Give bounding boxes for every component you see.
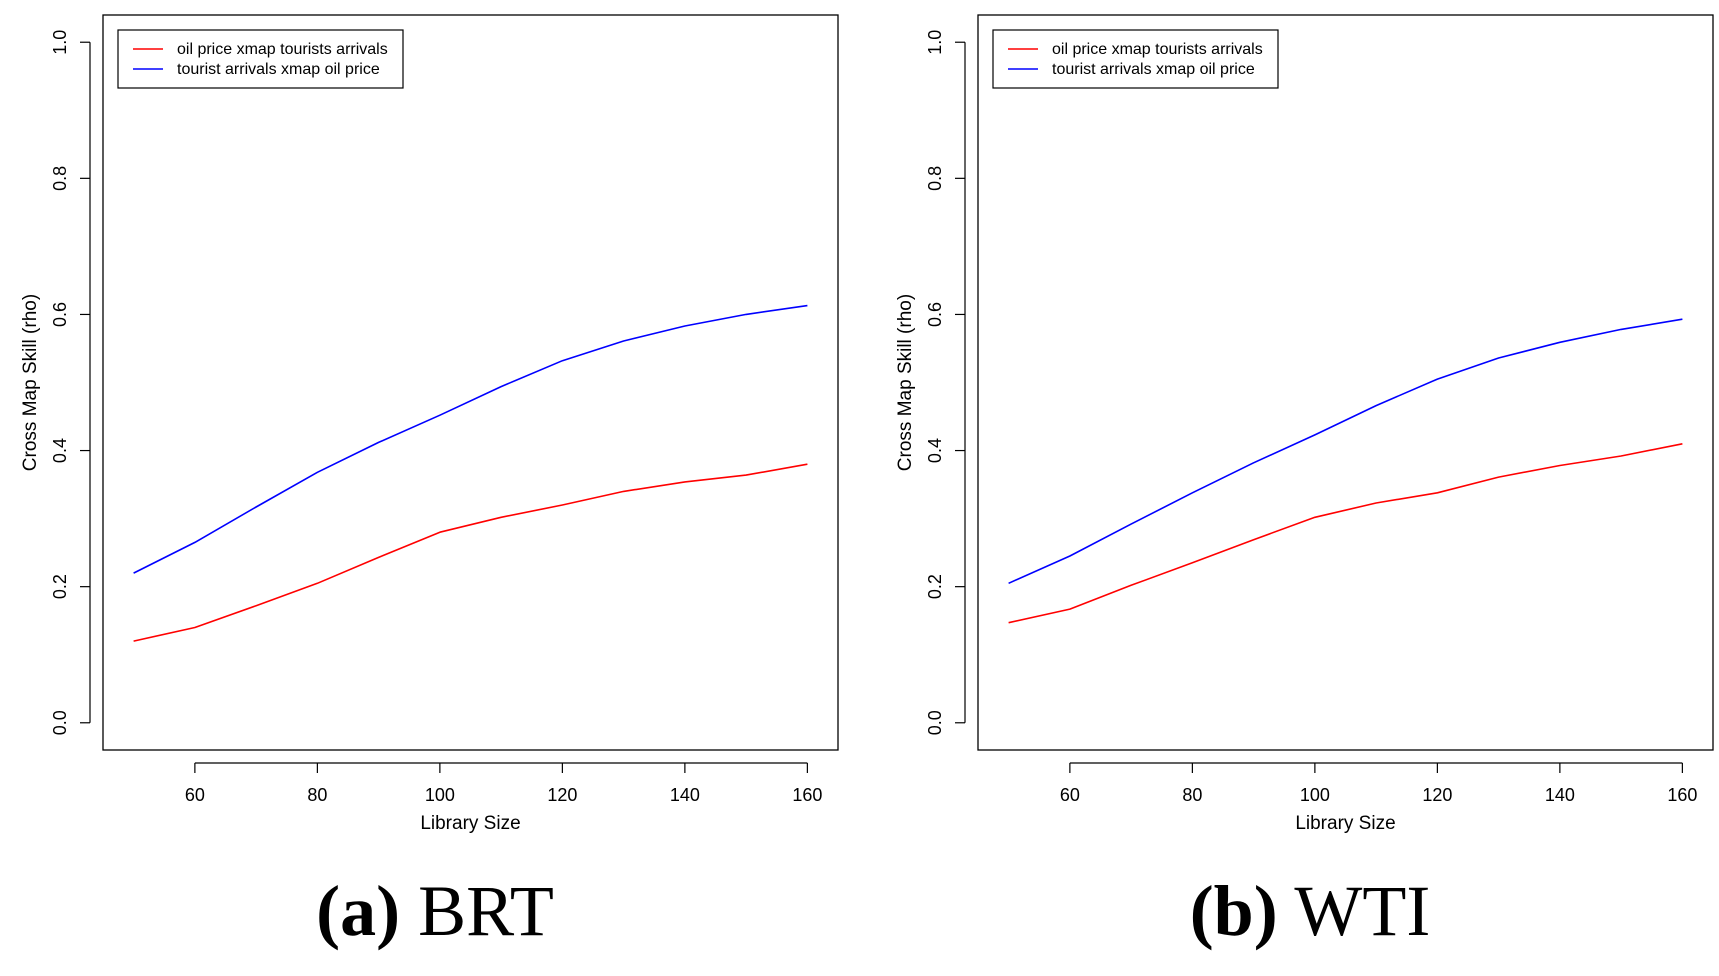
chart-b-plot-frame [977,14,1714,751]
chart-a-x-tick-label-120: 120 [547,785,577,805]
chart-b-x-tick-label-160: 160 [1667,785,1697,805]
chart-b-x-axis-label: Library Size [1295,813,1395,834]
chart-b-legend-box [992,29,1279,89]
chart-a-x-tick-label-60: 60 [185,785,205,805]
chart-a-legend-box [117,29,404,89]
chart-panel-b: 60 80 100 120 140 160 0.0 0.2 0.4 0.6 0.8 1.0 Librar… [875,0,1719,976]
chart-b-x-tick-label-100: 100 [1300,785,1330,805]
chart-a-y-tick-label-3: 0.6 [50,302,70,327]
chart-a-y-tick-label-5: 1.0 [50,30,70,55]
chart-b-x-tick-label-120: 120 [1422,785,1452,805]
chart-a-legend-label-0: oil price xmap tourists arrivals [177,41,388,58]
caption-b: (b) WTI [875,870,1719,970]
chart-a-y-tick-label-4: 0.8 [50,166,70,191]
chart-b-series-line-1 [1008,318,1683,585]
chart-a-plot-frame [102,14,839,751]
chart-b-y-tick-label-2: 0.4 [925,438,945,463]
caption-b-text: WTI [1294,871,1431,951]
chart-b-legend-label-1: tourist arrivals xmap oil price [1052,61,1255,78]
caption-a-text: BRT [418,871,554,951]
chart-panel-a: 60 80 100 120 140 160 0.0 0.2 0.4 0.6 0.8 1.0 Librar… [0,14,870,970]
chart-a-y-tick-label-2: 0.4 [50,438,70,463]
chart-b-y-tick-label-0: 0.0 [925,710,945,735]
chart-a-y-tick-label-1: 0.2 [50,574,70,599]
caption-a-tag: (a) [316,871,401,951]
chart-a-x-axis-label: Library Size [420,813,520,834]
chart-a-y-axis-label: Cross Map Skill (rho) [20,294,41,471]
chart-b-x-tick-label-80: 80 [1182,785,1202,805]
chart-a-x-tick-label-80: 80 [307,785,327,805]
chart-b-x-tick-label-60: 60 [1060,785,1080,805]
chart-b-y-tick-label-4: 0.8 [925,166,945,191]
chart-b: 60 80 100 120 140 160 0.0 0.2 0.4 0.6 0.8 1.0 Librar… [895,14,1714,834]
caption-b-tag: (b) [1189,871,1278,951]
chart-a-x-tick-label-140: 140 [670,785,700,805]
chart-a-x-tick-label-100: 100 [425,785,455,805]
caption-a: (a) BRT [0,870,870,970]
chart-a-x-tick-label-160: 160 [792,785,822,805]
chart-b-y-axis-label: Cross Map Skill (rho) [895,294,916,471]
chart-a-y-tick-label-0: 0.0 [50,710,70,735]
chart-b-y-tick-label-1: 0.2 [925,574,945,599]
chart-b-x-tick-label-140: 140 [1545,785,1575,805]
chart-b-legend-label-0: oil price xmap tourists arrivals [1052,41,1263,58]
chart-a-series-line-1 [133,304,808,574]
chart-b-y-tick-label-5: 1.0 [925,30,945,55]
chart-b-series-line-0 [1008,443,1683,624]
chart-b-y-tick-label-3: 0.6 [925,302,945,327]
chart-a: 60 80 100 120 140 160 0.0 0.2 0.4 0.6 0.8 1.0 Librar… [20,14,839,834]
chart-a-legend-label-1: tourist arrivals xmap oil price [177,61,380,78]
chart-a-series-line-0 [133,463,808,642]
